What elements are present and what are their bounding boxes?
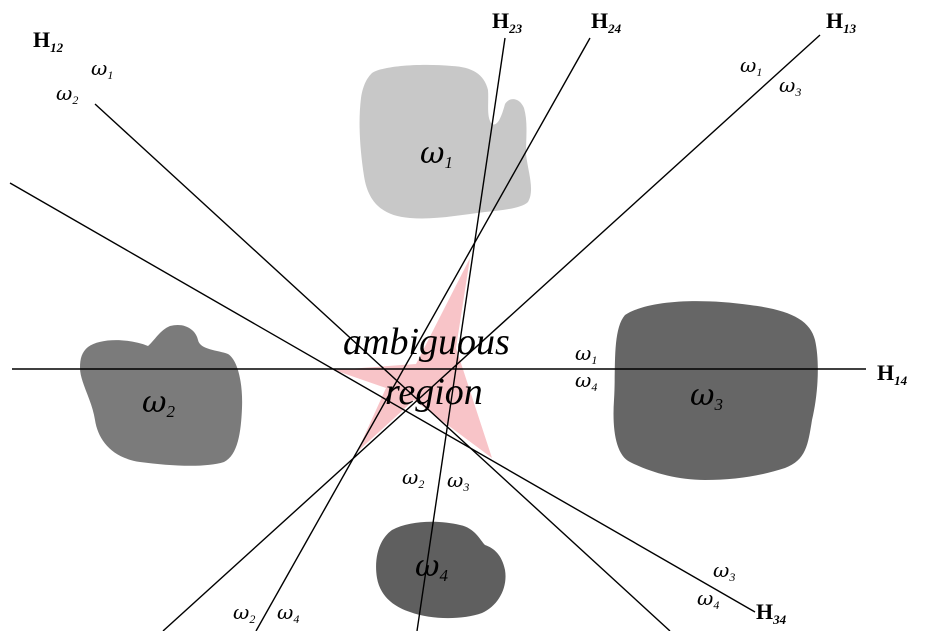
class4-blob: [376, 521, 506, 619]
h14-side-label-b: ω4: [575, 368, 597, 394]
hyperplane-h34-label: H34: [756, 599, 787, 627]
h14-side-label-a: ω1: [575, 341, 597, 367]
class4-label: ω4: [415, 549, 448, 585]
class2-label: ω2: [142, 385, 175, 421]
h34-side-label-b: ω4: [697, 586, 719, 612]
class3-blob: [613, 301, 818, 480]
h23-side-label-a: ω2: [402, 465, 424, 491]
hyperplane-h14-label: H14: [877, 360, 908, 388]
ambiguous-label-line1: ambiguous: [343, 321, 510, 363]
class3-label: ω3: [690, 378, 723, 414]
h12-side-label-b: ω2: [56, 81, 78, 107]
ambiguous-region: [334, 258, 492, 458]
ambiguous-label-line2: region: [385, 371, 483, 413]
hyperplane-h23-line: [416, 37, 506, 631]
h23-side-label-b: ω3: [447, 468, 469, 494]
hyperplane-h13-line: [162, 34, 821, 631]
h13-side-label-b: ω3: [779, 73, 801, 99]
hyperplane-h13-label: H13: [826, 8, 857, 36]
hyperplane-h12-line: [94, 103, 671, 631]
hyperplane-h23-label: H23: [492, 8, 523, 36]
h24-side-label-a: ω2: [233, 600, 255, 626]
class1-label: ω1: [420, 136, 453, 172]
h12-side-label-a: ω1: [91, 56, 113, 82]
class2-blob: [80, 324, 243, 466]
class1-blob: [359, 64, 532, 219]
h24-side-label-b: ω4: [277, 600, 299, 626]
h34-side-label-a: ω3: [713, 558, 735, 584]
hyperplane-h12-label: H12: [33, 27, 64, 55]
h13-side-label-a: ω1: [740, 53, 762, 79]
hyperplane-h34-line: [9, 182, 756, 613]
hyperplane-h24-label: H24: [591, 8, 622, 36]
hyperplane-h24-line: [255, 37, 591, 631]
